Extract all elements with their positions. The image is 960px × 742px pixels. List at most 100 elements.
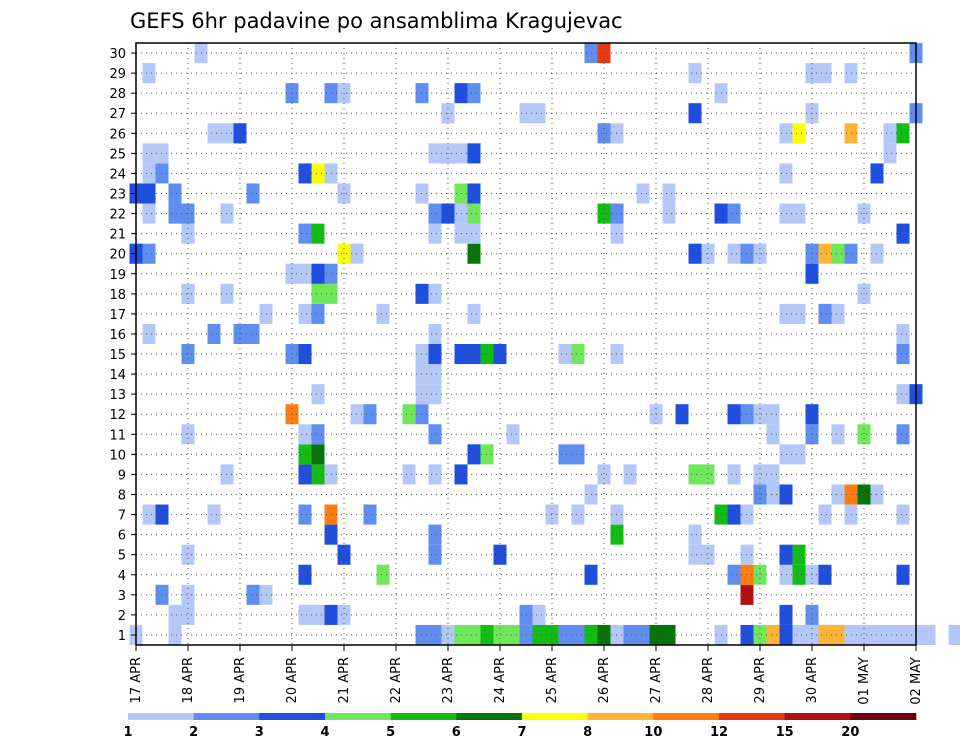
heatmap-cell <box>181 584 195 605</box>
x-tick-label: 30 APR <box>805 657 820 703</box>
heatmap-cell <box>792 123 806 144</box>
heatmap-cell <box>467 303 481 324</box>
y-tick-label: 23 <box>109 188 126 203</box>
heatmap-cell <box>753 624 767 645</box>
heatmap-cell <box>142 163 156 184</box>
heatmap-cell <box>311 384 325 405</box>
colorbar-swatch <box>390 713 457 720</box>
heatmap-cell <box>428 544 442 565</box>
heatmap-cell <box>142 143 156 164</box>
heatmap-cell <box>766 424 780 445</box>
heatmap-cell <box>311 163 325 184</box>
heatmap-cell <box>467 223 481 244</box>
x-tick-label: 18 APR <box>181 657 196 703</box>
colorbar-label: 4 <box>320 725 329 740</box>
colorbar-swatch <box>850 713 917 720</box>
heatmap-cell <box>727 243 741 264</box>
heatmap-cell <box>896 223 910 244</box>
heatmap-cell <box>558 444 572 465</box>
heatmap-cell <box>168 624 182 645</box>
colorbar-label: 20 <box>841 725 859 740</box>
heatmap-cell <box>688 524 702 545</box>
heatmap-cell <box>168 183 182 204</box>
colorbar-label: 10 <box>644 725 662 740</box>
y-tick-label: 3 <box>118 589 126 604</box>
y-tick-label: 26 <box>109 127 126 142</box>
heatmap-cell <box>376 303 390 324</box>
heatmap-cell <box>792 564 806 585</box>
heatmap-cell <box>298 504 312 525</box>
heatmap-cell <box>181 424 195 445</box>
heatmap-cell <box>298 564 312 585</box>
y-tick-label: 25 <box>109 147 126 162</box>
heatmap-cell <box>428 384 442 405</box>
heatmap-cell <box>298 444 312 465</box>
y-tick-label: 13 <box>109 388 126 403</box>
heatmap-cell <box>727 203 741 224</box>
heatmap-cell <box>428 143 442 164</box>
y-tick-label: 28 <box>109 87 126 102</box>
heatmap-cell <box>597 624 611 645</box>
heatmap-cell <box>662 624 676 645</box>
heatmap-cell <box>922 624 936 645</box>
heatmap-cell <box>571 444 585 465</box>
heatmap-cell <box>727 504 741 525</box>
heatmap-cell <box>246 323 260 344</box>
heatmap-cell <box>337 544 351 565</box>
heatmap-cell <box>571 344 585 365</box>
heatmap-cell <box>181 604 195 625</box>
heatmap-cells <box>129 43 960 645</box>
y-tick-label: 1 <box>118 629 126 644</box>
y-tick-label: 29 <box>109 67 126 82</box>
colorbar-swatch <box>587 713 654 720</box>
heatmap-cell <box>896 384 910 405</box>
heatmap-cell <box>766 484 780 505</box>
heatmap-cell <box>207 504 221 525</box>
heatmap-cell <box>363 404 377 425</box>
heatmap-cell <box>831 303 845 324</box>
heatmap-cell <box>727 404 741 425</box>
heatmap-cell <box>142 243 156 264</box>
x-tick-label: 01 MAY <box>857 657 872 705</box>
heatmap-cell <box>428 464 442 485</box>
heatmap-cell <box>428 323 442 344</box>
heatmap-cell <box>441 624 455 645</box>
heatmap-cell <box>571 504 585 525</box>
colorbar-swatch <box>259 713 326 720</box>
heatmap-cell <box>311 263 325 284</box>
heatmap-cell <box>766 624 780 645</box>
heatmap-cell <box>623 464 637 485</box>
heatmap-cell <box>896 123 910 144</box>
heatmap-cell <box>792 544 806 565</box>
y-tick-label: 5 <box>118 549 126 564</box>
heatmap-cell <box>142 504 156 525</box>
heatmap-cell <box>727 564 741 585</box>
heatmap-cell <box>402 404 416 425</box>
y-tick-label: 21 <box>109 228 126 243</box>
colorbar-swatch <box>128 713 194 720</box>
heatmap-cell <box>896 424 910 445</box>
heatmap-cell <box>181 544 195 565</box>
x-tick-label: 29 APR <box>753 657 768 703</box>
y-tick-label: 19 <box>109 268 126 283</box>
heatmap-cell <box>311 303 325 324</box>
x-tick-label: 22 APR <box>389 657 404 703</box>
heatmap-cell <box>532 604 546 625</box>
colorbar-label: 12 <box>710 725 728 740</box>
heatmap-cell <box>727 464 741 485</box>
heatmap-cell <box>636 624 650 645</box>
colorbar-label: 6 <box>452 725 461 740</box>
heatmap-cell <box>168 604 182 625</box>
heatmap-cell <box>311 424 325 445</box>
colorbar-label: 2 <box>189 725 198 740</box>
heatmap-cell <box>493 624 507 645</box>
heatmap-cell <box>571 624 585 645</box>
heatmap-cell <box>896 564 910 585</box>
colorbar-swatch <box>653 713 720 720</box>
heatmap-cell <box>818 624 832 645</box>
heatmap-cell <box>701 464 715 485</box>
x-axis: 17 APR 18 APR 19 APR 20 APR 21 APR 22 APR 23 A… <box>129 645 924 705</box>
heatmap-cell <box>337 604 351 625</box>
y-tick-label: 7 <box>118 509 126 524</box>
y-tick-label: 6 <box>118 529 126 544</box>
